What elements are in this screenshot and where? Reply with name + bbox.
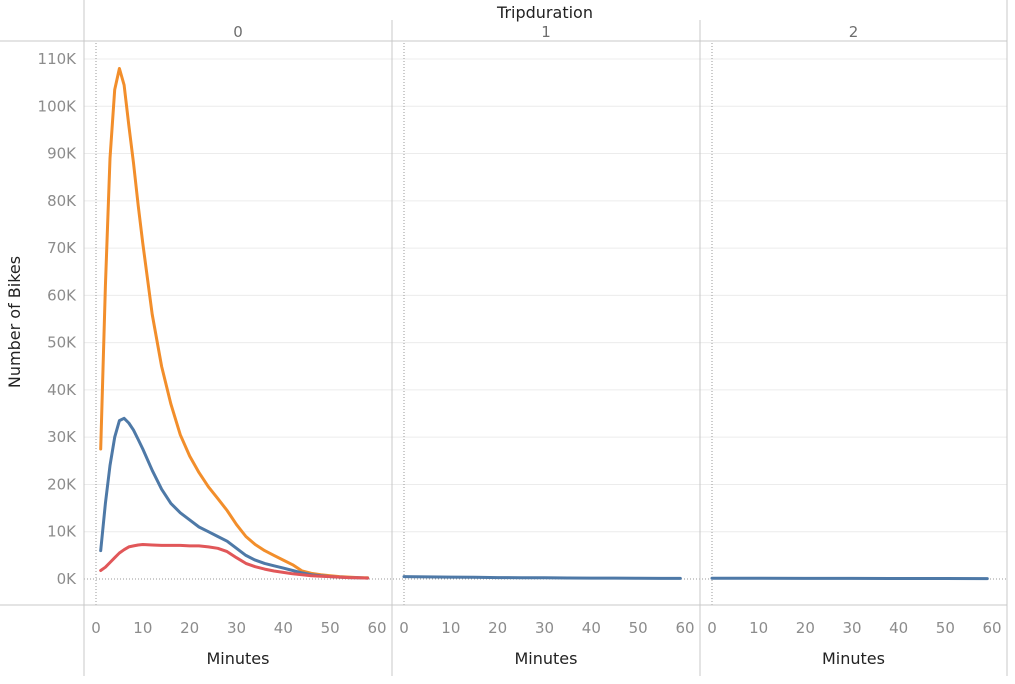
tick-labels: 0K 10K 20K 30K 40K 50K 60K 70K 80K 90K 100K 110K 0 0 1… [38, 23, 1002, 668]
grid-lines [84, 43, 1007, 605]
x-tick-label: 60 [367, 619, 386, 637]
y-tick-label: 90K [47, 145, 77, 163]
y-tick-label: 100K [38, 97, 78, 115]
x-tick-label: 60 [675, 619, 694, 637]
y-tick-label: 80K [47, 192, 77, 210]
y-tick-label: 110K [38, 50, 78, 68]
y-tick-label: 40K [47, 381, 77, 399]
x-tick-label: 0 [399, 619, 409, 637]
x-tick-label: 10 [133, 619, 152, 637]
y-tick-label: 0K [57, 570, 78, 588]
series-line [99, 416, 370, 580]
panel-header: 0 [233, 23, 243, 41]
x-tick-label: 30 [535, 619, 554, 637]
panel-header: 1 [541, 23, 551, 41]
y-tick-label: 70K [47, 239, 77, 257]
x-tick-label: 20 [796, 619, 815, 637]
y-tick-label: 10K [47, 523, 77, 541]
y-axis-title: Number of Bikes [5, 256, 24, 388]
series-line [99, 543, 370, 580]
x-tick-label: 40 [274, 619, 293, 637]
x-tick-label: 60 [982, 619, 1001, 637]
chart-title: Tripduration [496, 3, 593, 22]
x-tick-label: 30 [227, 619, 246, 637]
panel-header: 2 [849, 23, 859, 41]
y-tick-label: 30K [47, 428, 77, 446]
x-tick-label: 0 [91, 619, 101, 637]
y-tick-label: 20K [47, 475, 77, 493]
y-tick-label: 60K [47, 286, 77, 304]
x-tick-label: 20 [180, 619, 199, 637]
x-tick-label: 0 [707, 619, 717, 637]
x-tick-label: 20 [488, 619, 507, 637]
y-tick-label: 50K [47, 334, 77, 352]
x-axis-title: Minutes [515, 649, 578, 668]
x-tick-label: 10 [749, 619, 768, 637]
x-tick-label: 50 [321, 619, 340, 637]
x-tick-label: 50 [629, 619, 648, 637]
x-tick-label: 50 [936, 619, 955, 637]
x-tick-label: 10 [441, 619, 460, 637]
series-line [99, 67, 370, 580]
series-lines [99, 67, 989, 581]
x-axis-title: Minutes [207, 649, 270, 668]
x-tick-label: 30 [842, 619, 861, 637]
x-tick-label: 40 [889, 619, 908, 637]
x-tick-label: 40 [582, 619, 601, 637]
x-axis-title: Minutes [822, 649, 885, 668]
series-line [402, 575, 682, 580]
